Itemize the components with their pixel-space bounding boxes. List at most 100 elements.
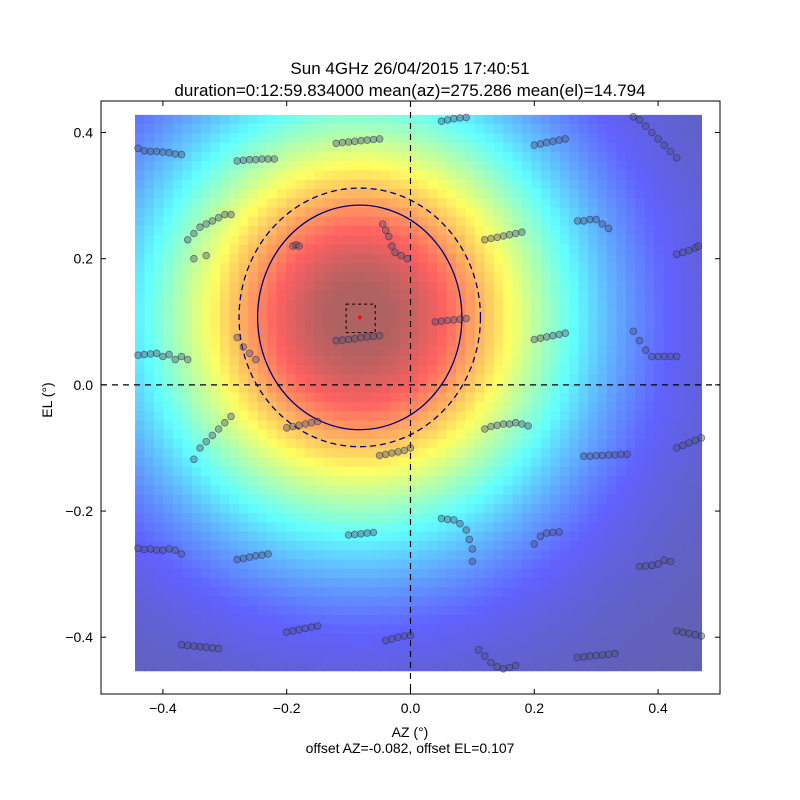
heatmap-cell xyxy=(531,624,542,635)
heatmap-cell xyxy=(597,550,608,561)
heatmap-cell xyxy=(295,633,306,644)
heatmap-cell xyxy=(588,466,599,477)
scan-point xyxy=(592,451,600,460)
heatmap-cell xyxy=(267,337,278,348)
heatmap-cell xyxy=(229,661,240,672)
heatmap-cell xyxy=(607,596,618,607)
heatmap-cell xyxy=(286,327,297,338)
heatmap-cell xyxy=(493,198,504,209)
heatmap-cell xyxy=(323,587,334,598)
heatmap-cell xyxy=(371,346,382,357)
scan-point xyxy=(480,236,489,244)
heatmap-cell xyxy=(588,346,599,357)
heatmap-cell xyxy=(474,578,485,588)
heatmap-cell xyxy=(418,652,429,662)
scan-point xyxy=(518,228,526,237)
heatmap-cell xyxy=(182,188,193,199)
heatmap-cell xyxy=(635,503,646,514)
heatmap-cell xyxy=(437,142,448,153)
heatmap-cell xyxy=(484,216,495,227)
heatmap-cell xyxy=(342,272,353,283)
heatmap-cell xyxy=(210,188,221,199)
heatmap-cell xyxy=(474,661,485,672)
heatmap-cell xyxy=(446,337,457,348)
heatmap-cell xyxy=(465,466,476,477)
scan-point xyxy=(536,532,545,541)
heatmap-cell xyxy=(418,290,429,301)
heatmap-cell xyxy=(304,263,315,273)
heatmap-cell xyxy=(238,429,249,440)
heatmap-cell xyxy=(182,355,193,366)
heatmap-cell xyxy=(248,216,259,227)
heatmap-cell xyxy=(654,559,665,570)
heatmap-cell xyxy=(342,170,353,181)
heatmap-cell xyxy=(418,235,429,246)
heatmap-cell xyxy=(691,235,703,246)
heatmap-cell xyxy=(484,485,495,496)
heatmap-cell xyxy=(569,290,580,301)
heatmap-cell xyxy=(144,411,155,422)
heatmap-cell xyxy=(616,133,627,144)
heatmap-cell xyxy=(220,392,231,403)
heatmap-cell xyxy=(663,624,674,635)
heatmap-cell xyxy=(276,605,287,616)
heatmap-cell xyxy=(522,327,533,338)
scan-point xyxy=(623,450,631,459)
heatmap-cell xyxy=(408,346,419,357)
heatmap-cell xyxy=(276,188,287,199)
heatmap-cell xyxy=(314,142,325,153)
heatmap-cell xyxy=(201,124,212,134)
heatmap-cell xyxy=(172,170,183,181)
heatmap-cell xyxy=(210,392,221,403)
heatmap-cell xyxy=(248,661,259,672)
heatmap-cell xyxy=(257,253,268,264)
heatmap-cell xyxy=(456,244,467,255)
y-tick-label: 0.0 xyxy=(74,377,94,393)
heatmap-cell xyxy=(625,661,636,672)
heatmap-cell xyxy=(333,439,344,449)
heatmap-cell xyxy=(389,661,400,672)
heatmap-cell xyxy=(380,513,391,524)
heatmap-cell xyxy=(578,198,589,209)
heatmap-cell xyxy=(427,605,438,616)
heatmap-cell xyxy=(304,652,315,662)
heatmap-cell xyxy=(427,374,438,385)
heatmap-cell xyxy=(371,244,382,255)
heatmap-cell xyxy=(644,578,655,588)
heatmap-cell xyxy=(663,550,674,561)
heatmap-cell xyxy=(427,485,438,496)
heatmap-cell xyxy=(522,596,533,607)
heatmap-cell xyxy=(304,226,315,236)
heatmap-cell xyxy=(210,170,221,181)
heatmap-cell xyxy=(607,559,618,570)
heatmap-cell xyxy=(456,429,467,440)
heatmap-cell xyxy=(229,494,240,505)
heatmap-cell xyxy=(371,485,382,496)
heatmap-cell xyxy=(597,179,608,190)
heatmap-cell xyxy=(673,216,684,227)
heatmap-cell xyxy=(588,568,599,579)
heatmap-cell xyxy=(588,290,599,301)
heatmap-cell xyxy=(399,170,410,181)
heatmap-cell xyxy=(323,513,334,524)
heatmap-cell xyxy=(220,503,231,514)
heatmap-cell xyxy=(625,327,636,338)
heatmap-cell xyxy=(323,485,334,496)
heatmap-cell xyxy=(607,457,618,468)
scan-point xyxy=(604,650,613,659)
heatmap-cell xyxy=(635,216,646,227)
heatmap-cell xyxy=(153,513,164,524)
heatmap-cell xyxy=(550,392,561,403)
heatmap-cell xyxy=(663,179,674,190)
heatmap-cell xyxy=(625,587,636,598)
heatmap-cell xyxy=(172,355,183,366)
heatmap-cell xyxy=(389,587,400,598)
heatmap-cell xyxy=(333,550,344,561)
heatmap-cell xyxy=(144,652,155,662)
heatmap-cell xyxy=(673,411,684,422)
heatmap-cell xyxy=(559,550,570,561)
heatmap-cell xyxy=(437,244,448,255)
heatmap-cell xyxy=(597,374,608,385)
heatmap-cell xyxy=(465,235,476,246)
scan-point xyxy=(462,314,471,323)
